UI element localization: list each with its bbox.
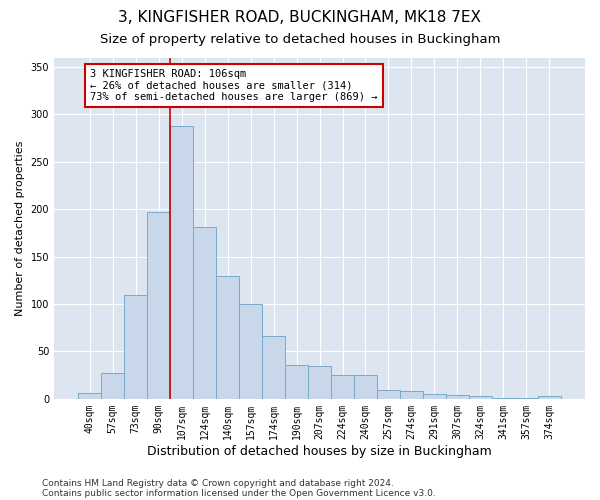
X-axis label: Distribution of detached houses by size in Buckingham: Distribution of detached houses by size … (147, 444, 492, 458)
Bar (515, 398, 538, 399)
Bar (193, 227, 216, 399)
Bar (400, 391, 423, 399)
Bar (354, 375, 377, 399)
Bar (216, 276, 239, 399)
Bar (78, 393, 101, 399)
Bar (147, 212, 170, 399)
Y-axis label: Number of detached properties: Number of detached properties (15, 140, 25, 316)
Bar (262, 336, 285, 399)
Bar (239, 304, 262, 399)
Bar (285, 364, 308, 399)
Text: 3, KINGFISHER ROAD, BUCKINGHAM, MK18 7EX: 3, KINGFISHER ROAD, BUCKINGHAM, MK18 7EX (119, 10, 482, 25)
Bar (101, 373, 124, 399)
Bar (446, 395, 469, 399)
Bar (538, 396, 561, 399)
Text: Contains HM Land Registry data © Crown copyright and database right 2024.: Contains HM Land Registry data © Crown c… (42, 478, 394, 488)
Bar (331, 375, 354, 399)
Bar (308, 366, 331, 399)
Bar (377, 390, 400, 399)
Text: 3 KINGFISHER ROAD: 106sqm
← 26% of detached houses are smaller (314)
73% of semi: 3 KINGFISHER ROAD: 106sqm ← 26% of detac… (90, 69, 377, 102)
Bar (423, 394, 446, 399)
Bar (124, 294, 147, 399)
Bar (469, 396, 492, 399)
Bar (170, 126, 193, 399)
Bar (492, 398, 515, 399)
Text: Contains public sector information licensed under the Open Government Licence v3: Contains public sector information licen… (42, 488, 436, 498)
Text: Size of property relative to detached houses in Buckingham: Size of property relative to detached ho… (100, 32, 500, 46)
